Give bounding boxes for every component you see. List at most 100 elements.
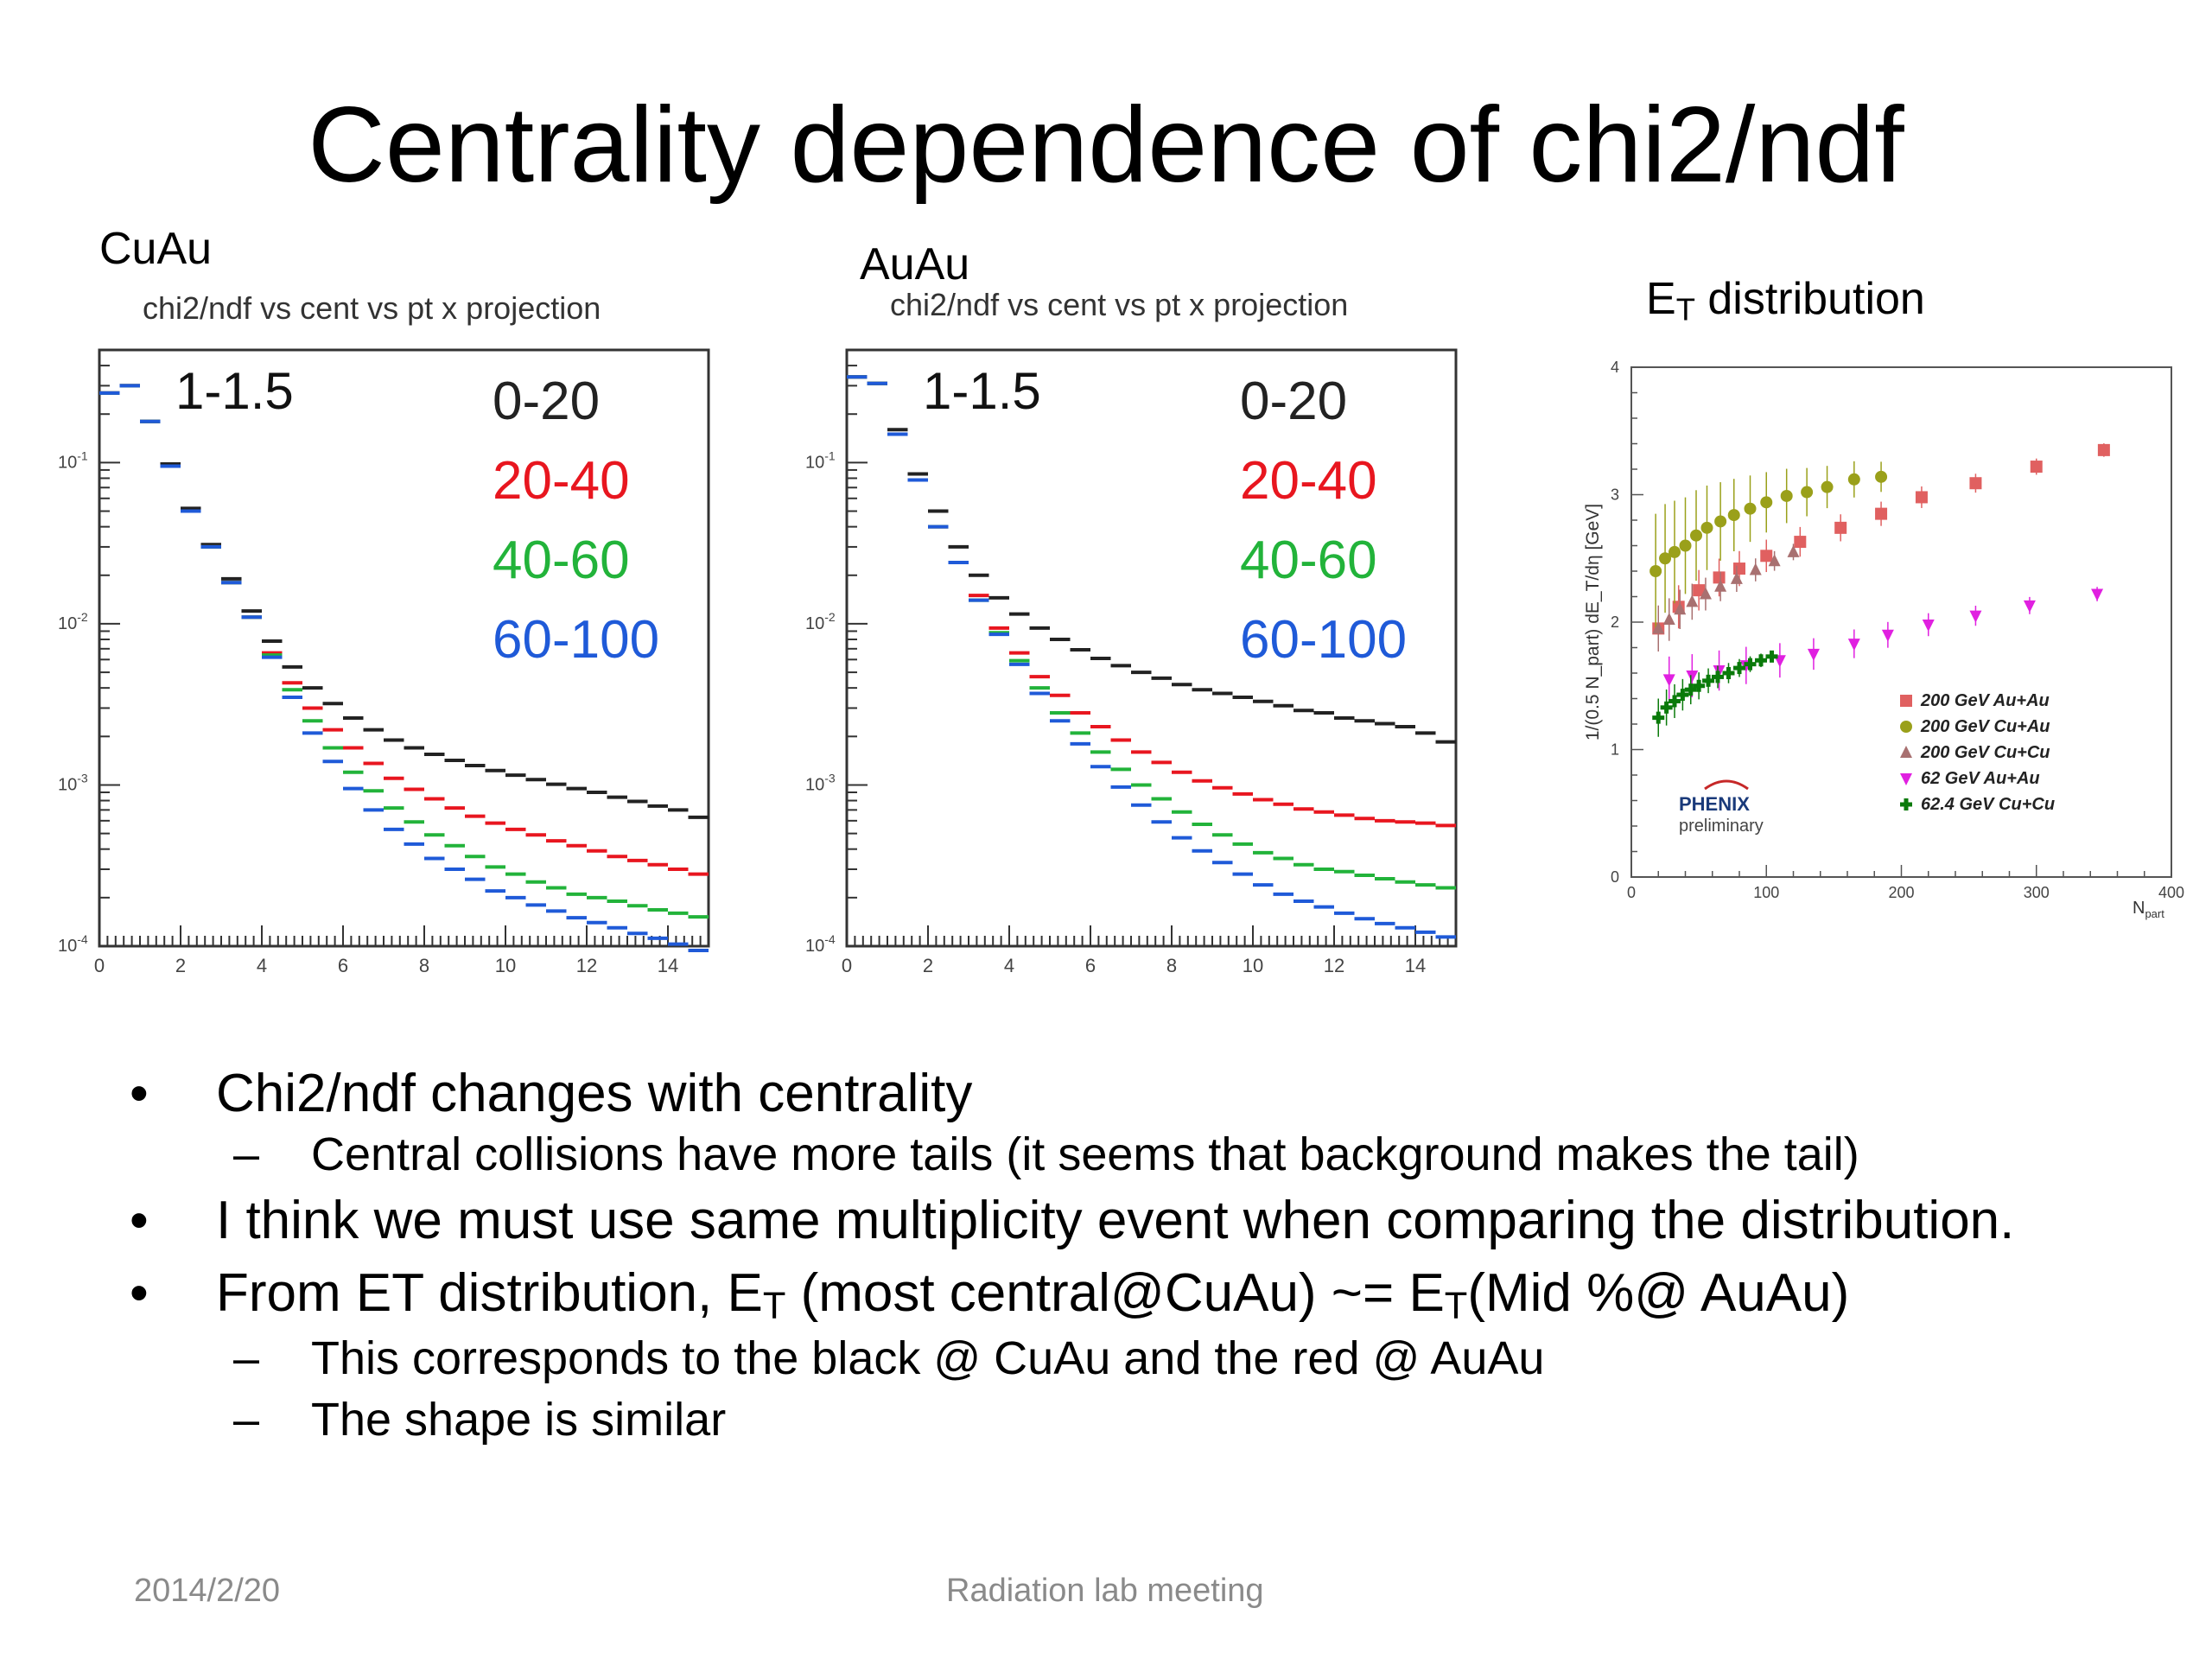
y-tick-label: 10-3 [58, 771, 88, 794]
marker-square [1733, 563, 1745, 575]
marker-cross-v [1656, 711, 1661, 724]
marker-circle [1847, 473, 1860, 486]
marker-circle [1875, 470, 1888, 483]
marker-cross-v [1737, 662, 1742, 675]
marker-cross-v [1904, 798, 1909, 810]
sub-bullet-dash: – [233, 1332, 260, 1385]
auau-chi2-chart: 0 2 4 6 8 10 12 14 10-4 10-3 10-2 10-1 0-20 20-40 40-6… [805, 348, 1458, 976]
marker-square [1713, 571, 1726, 584]
y-tick-label: 10-4 [58, 932, 88, 956]
marker-triangle [1674, 602, 1687, 615]
marker-circle [1760, 496, 1773, 509]
marker-circle [1659, 552, 1672, 565]
x-tick-label: 200 [1888, 884, 1914, 901]
series-62.4 GeV Cu+Cu [1652, 650, 1778, 737]
bullet-list: • Chi2/ndf changes with centrality – Centr… [130, 1063, 2117, 1450]
x-tick-label: 4 [1004, 955, 1014, 976]
x-tick-label: 300 [2024, 884, 2050, 901]
y-axis-title: 1/(0.5 N_part) dE_T/dη [GeV] [1583, 504, 1603, 741]
bullet-item: • I think we must use same multiplicity e… [130, 1191, 2015, 1251]
x-tick-label: 100 [1753, 884, 1779, 901]
legend-40-60: 40-60 [493, 531, 630, 590]
x-tick-label: 10 [1243, 955, 1263, 976]
marker-triangle [1652, 621, 1665, 634]
y-tick-label: 0 [1611, 868, 1619, 886]
y-tick-label: 2 [1611, 613, 1619, 631]
bullet-dot: • [130, 1191, 149, 1251]
x-tick-label: 12 [1324, 955, 1344, 976]
auau-label: AuAu [860, 239, 970, 289]
marker-triangle [1730, 571, 1743, 584]
series-60-100 [99, 384, 709, 953]
y-tick-label: 10-2 [58, 610, 88, 633]
marker-cross-v [1696, 679, 1701, 692]
legend-entry: 200 GeV Cu+Au [1920, 717, 2050, 736]
sub-bullet-item: – Central collisions have more tails (it … [130, 1124, 2117, 1185]
x-tick-label: 6 [338, 955, 348, 976]
y-tick-label: 10-3 [805, 771, 836, 794]
x-axis-title: Npart [2133, 899, 2164, 920]
series-60-100 [847, 375, 1456, 939]
marker-circle [1649, 565, 1662, 577]
series-0-20 [99, 384, 709, 819]
cuau-hist-title: chi2/ndf vs cent vs pt x projection [143, 290, 601, 326]
marker-triangle-down [1969, 610, 1982, 623]
marker-triangle [1714, 579, 1727, 592]
marker-circle [1669, 545, 1681, 558]
marker-triangle [1768, 554, 1781, 567]
marker-cross-v [1715, 671, 1720, 683]
phenix-logo: PHENIX [1679, 793, 1750, 815]
x-tick-label: 8 [1166, 955, 1177, 976]
marker-cross-v [1672, 695, 1677, 708]
y-tick-label: 10-2 [805, 610, 836, 633]
legend-entry: 62 GeV Au+Au [1921, 769, 2040, 788]
marker-square [1915, 491, 1928, 504]
marker-cross-v [1680, 689, 1685, 702]
marker-triangle [1686, 594, 1699, 607]
bullet-item: • Chi2/ndf changes with centrality [130, 1064, 973, 1123]
footer-date: 2014/2/20 [134, 1573, 281, 1609]
marker-triangle-down [1686, 670, 1699, 683]
marker-cross-v [1688, 683, 1694, 696]
marker-triangle-down [1847, 639, 1860, 652]
y-tick-label: 1 [1611, 741, 1619, 759]
auau-hist-title: chi2/ndf vs cent vs pt x projection [890, 287, 1349, 322]
bullet-dot: • [130, 1064, 149, 1123]
phenix-preliminary: preliminary [1679, 817, 1764, 836]
x-tick-label: 10 [495, 955, 516, 976]
y-tick-label: 10-4 [805, 932, 836, 956]
legend-20-40: 20-40 [493, 451, 630, 511]
marker-cross-v [1706, 674, 1711, 687]
slide-title: Centrality dependence of chi2/ndf [308, 86, 1904, 205]
marker-square [1834, 521, 1847, 534]
marker-triangle-down [1922, 619, 1935, 632]
series-200 GeV Cu+Au [1649, 461, 1888, 629]
marker-circle [1679, 539, 1692, 552]
pt-range-annotation: 1-1.5 [175, 362, 294, 420]
legend-60-100: 60-100 [1240, 610, 1407, 670]
phenix-logo-arc [1704, 779, 1749, 791]
x-tick-label: 6 [1085, 955, 1096, 976]
legend-entry: 62.4 GeV Cu+Cu [1921, 795, 2055, 814]
legend-entry: 200 GeV Cu+Cu [1920, 743, 2050, 762]
series-20-40 [847, 375, 1456, 828]
marker-square [2097, 443, 2110, 456]
marker-cross-v [1758, 654, 1764, 667]
marker-cross-v [1770, 650, 1774, 663]
x-tick-label: 14 [1405, 955, 1426, 976]
cuau-chi2-chart: 0 2 4 6 8 10 12 14 10-4 10-3 10-2 10-1 0-20 20-40 40-6… [58, 348, 710, 976]
marker-triangle [1787, 544, 1800, 557]
x-tick-label: 4 [257, 955, 267, 976]
legend-20-40: 20-40 [1240, 451, 1377, 511]
marker-triangle [1699, 587, 1712, 600]
sub-bullet-dash: – [233, 1128, 260, 1181]
sub-bullet-item: – This corresponds to the black @ CuAu an… [130, 1328, 2117, 1389]
series-0-20 [847, 375, 1456, 744]
et-distribution-chart: 0 100 200 300 400 0 1 2 3 4 Npart 1/(0.5 N_part) dE… [1583, 359, 2184, 920]
x-tick-label: 8 [419, 955, 429, 976]
marker-cross-v [1664, 701, 1669, 714]
marker-circle [1780, 489, 1793, 502]
legend-0-20: 0-20 [1240, 372, 1347, 431]
y-tick-label: 10-1 [58, 448, 88, 472]
y-tick-label: 4 [1611, 359, 1619, 376]
